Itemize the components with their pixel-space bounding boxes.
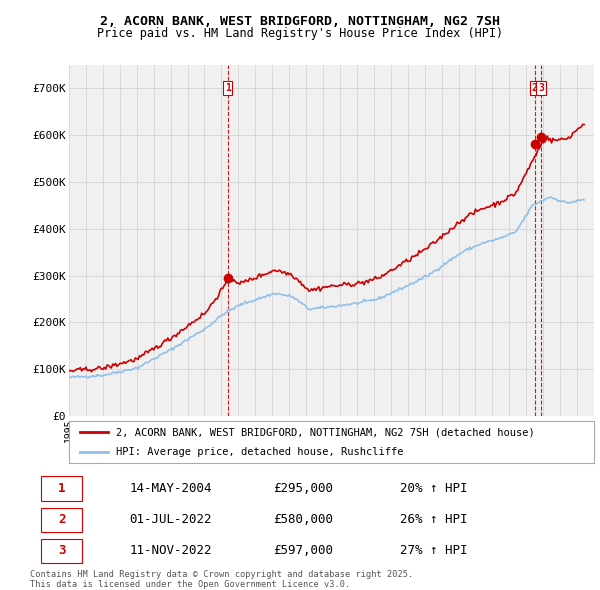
Text: 2, ACORN BANK, WEST BRIDGFORD, NOTTINGHAM, NG2 7SH: 2, ACORN BANK, WEST BRIDGFORD, NOTTINGHA… <box>100 15 500 28</box>
Text: 3: 3 <box>538 83 544 93</box>
Text: 2, ACORN BANK, WEST BRIDGFORD, NOTTINGHAM, NG2 7SH (detached house): 2, ACORN BANK, WEST BRIDGFORD, NOTTINGHA… <box>116 427 535 437</box>
Text: 11-NOV-2022: 11-NOV-2022 <box>130 545 212 558</box>
Text: 26% ↑ HPI: 26% ↑ HPI <box>400 513 467 526</box>
Text: £580,000: £580,000 <box>273 513 333 526</box>
Text: 3: 3 <box>58 545 65 558</box>
Text: HPI: Average price, detached house, Rushcliffe: HPI: Average price, detached house, Rush… <box>116 447 404 457</box>
Text: 2: 2 <box>58 513 65 526</box>
Text: 1: 1 <box>224 83 230 93</box>
Text: 01-JUL-2022: 01-JUL-2022 <box>130 513 212 526</box>
Bar <box>41 539 82 563</box>
Text: 2: 2 <box>532 83 538 93</box>
Text: £295,000: £295,000 <box>273 482 333 495</box>
Bar <box>41 476 82 501</box>
Text: 20% ↑ HPI: 20% ↑ HPI <box>400 482 467 495</box>
Text: Price paid vs. HM Land Registry's House Price Index (HPI): Price paid vs. HM Land Registry's House … <box>97 27 503 40</box>
Text: Contains HM Land Registry data © Crown copyright and database right 2025.
This d: Contains HM Land Registry data © Crown c… <box>30 570 413 589</box>
Text: 14-MAY-2004: 14-MAY-2004 <box>130 482 212 495</box>
Text: 27% ↑ HPI: 27% ↑ HPI <box>400 545 467 558</box>
Text: £597,000: £597,000 <box>273 545 333 558</box>
Bar <box>41 507 82 532</box>
Text: 1: 1 <box>58 482 65 495</box>
